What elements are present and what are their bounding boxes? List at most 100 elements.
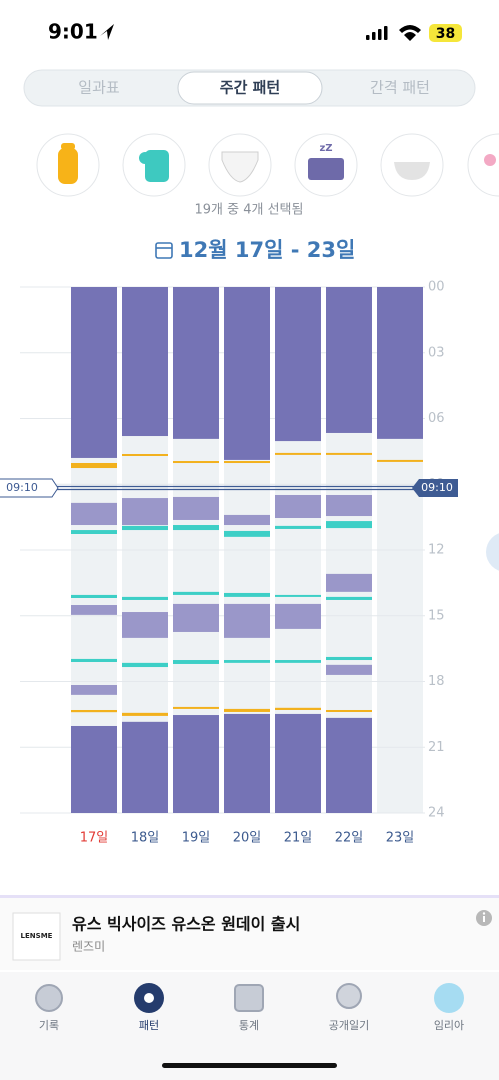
event-block	[71, 462, 117, 469]
event-block	[326, 717, 372, 813]
event-block	[326, 664, 372, 675]
y-tick-label: 24	[428, 806, 445, 821]
event-block	[71, 709, 117, 713]
x-tick-label: 20일	[233, 831, 262, 846]
event-block	[326, 709, 372, 712]
now-label: 09:10	[6, 481, 38, 494]
event-block	[326, 494, 372, 517]
event-block	[326, 521, 372, 529]
y-tick-label: 21	[428, 740, 445, 755]
ad-logo	[12, 912, 61, 961]
event-block	[173, 525, 219, 531]
event-block	[275, 603, 321, 629]
now-tag	[0, 478, 59, 498]
event-block	[122, 525, 168, 531]
event-block	[275, 707, 321, 710]
event-block	[173, 603, 219, 632]
event-block	[224, 603, 270, 638]
event-block	[173, 461, 219, 464]
battery-icon	[429, 24, 462, 42]
tab-selected-bg	[177, 71, 323, 105]
filter-icons: zZ	[36, 133, 499, 197]
event-block	[224, 287, 270, 460]
event-block	[173, 715, 219, 813]
event-block	[173, 706, 219, 709]
event-block	[275, 713, 321, 813]
x-tick-label: 23일	[386, 831, 415, 846]
location-icon	[100, 24, 114, 40]
ad-logo-text: LENSME	[21, 932, 53, 940]
event-block	[326, 656, 372, 661]
event-block	[122, 498, 168, 526]
divider	[0, 895, 499, 898]
event-block	[122, 454, 168, 457]
event-block	[224, 713, 270, 813]
event-block	[122, 712, 168, 716]
event-block	[122, 287, 168, 437]
ad-subtitle: 렌즈미	[72, 940, 105, 954]
event-block	[173, 591, 219, 595]
ad-banner[interactable]	[0, 898, 499, 970]
event-block	[275, 287, 321, 442]
event-block	[275, 494, 321, 519]
date-range[interactable]: 12월 17일 - 23일	[179, 238, 355, 262]
event-block	[224, 514, 270, 526]
tab[interactable]: 주간 패턴	[220, 79, 280, 97]
event-block	[377, 459, 423, 462]
event-block	[224, 708, 270, 712]
x-tick-label: 18일	[131, 831, 160, 846]
event-block	[173, 660, 219, 664]
event-block	[275, 525, 321, 529]
event-block	[275, 660, 321, 663]
tab[interactable]: 일과표	[78, 79, 120, 97]
nav-label[interactable]: 통계	[239, 1019, 259, 1032]
ad-title: 유스 빅사이즈 유스온 원데이 출시	[72, 915, 300, 934]
event-block	[224, 660, 270, 663]
x-tick-label: 21일	[284, 831, 313, 846]
event-block	[224, 592, 270, 597]
now-tag	[412, 478, 458, 497]
x-tick-label: 17일	[80, 831, 109, 846]
event-block	[326, 287, 372, 433]
event-block	[275, 594, 321, 597]
svg-text:zZ: zZ	[319, 143, 332, 154]
event-block	[224, 461, 270, 464]
nav-label[interactable]: 패턴	[139, 1019, 159, 1032]
battery-level: 38	[436, 26, 455, 42]
x-tick-label: 22일	[335, 831, 364, 846]
event-block	[71, 287, 117, 458]
event-block	[71, 605, 117, 615]
y-tick-label: 18	[428, 674, 445, 689]
x-tick-label: 19일	[182, 831, 211, 846]
event-block	[71, 530, 117, 535]
event-block	[326, 596, 372, 600]
nav-label[interactable]: 공개일기	[329, 1018, 369, 1032]
scroll-button[interactable]	[486, 532, 499, 572]
event-block	[71, 658, 117, 662]
y-tick-label: 00	[428, 280, 445, 295]
tab[interactable]: 간격 패턴	[370, 79, 430, 97]
signal-icon	[366, 26, 388, 40]
event-block	[71, 594, 117, 598]
event-block	[377, 287, 423, 439]
wifi-icon	[399, 25, 421, 41]
event-block	[71, 685, 117, 695]
nav-label[interactable]: 기록	[39, 1019, 59, 1032]
calendar-icon	[155, 242, 173, 259]
event-block	[122, 721, 168, 813]
filter-more[interactable]	[467, 133, 499, 197]
event-block	[275, 452, 321, 455]
y-tick-label: 06	[428, 411, 445, 426]
y-tick-label: 12	[428, 543, 445, 558]
event-block	[71, 725, 117, 813]
now-label: 09:10	[421, 481, 453, 494]
event-block	[173, 287, 219, 439]
y-tick-label: 03	[428, 345, 445, 360]
nav-icons	[35, 983, 464, 1013]
y-tick-label: 15	[428, 608, 445, 623]
event-block	[224, 530, 270, 537]
event-block	[122, 662, 168, 668]
nav-label[interactable]: 임리아	[434, 1019, 464, 1032]
